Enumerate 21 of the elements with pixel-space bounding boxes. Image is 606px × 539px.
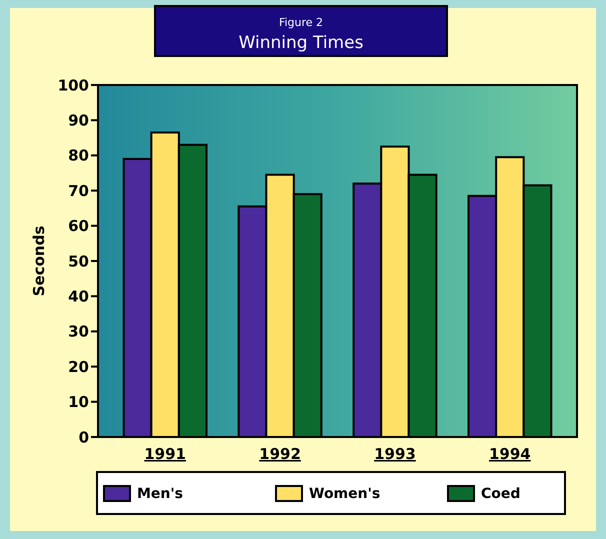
y-tick-label: 40 (68, 287, 89, 306)
y-tick-label: 0 (78, 428, 89, 446)
y-tick-label: 50 (68, 252, 89, 270)
y-tick-label: 10 (68, 393, 89, 412)
y-tick-label: 70 (68, 182, 89, 200)
y-axis-title: Seconds (30, 226, 48, 296)
x-tick-label: 1994 (489, 445, 531, 463)
legend-label: Men's (137, 486, 184, 502)
y-tick-label: 80 (68, 146, 89, 165)
x-tick-label: 1991 (144, 445, 186, 463)
x-tick-label: 1992 (259, 445, 301, 463)
y-tick-label: 60 (68, 217, 89, 236)
y-tick-label: 100 (58, 76, 89, 94)
y-tick-label: 20 (68, 358, 89, 376)
legend-label: Coed (481, 486, 520, 502)
y-tick-label: 90 (68, 111, 89, 130)
x-tick-label: 1993 (374, 445, 416, 463)
chart-subtitle: Winning Times (238, 33, 364, 53)
legend-label: Women's (309, 486, 380, 502)
chart-title: Figure 2 (278, 16, 324, 29)
y-tick-label: 30 (68, 322, 89, 341)
